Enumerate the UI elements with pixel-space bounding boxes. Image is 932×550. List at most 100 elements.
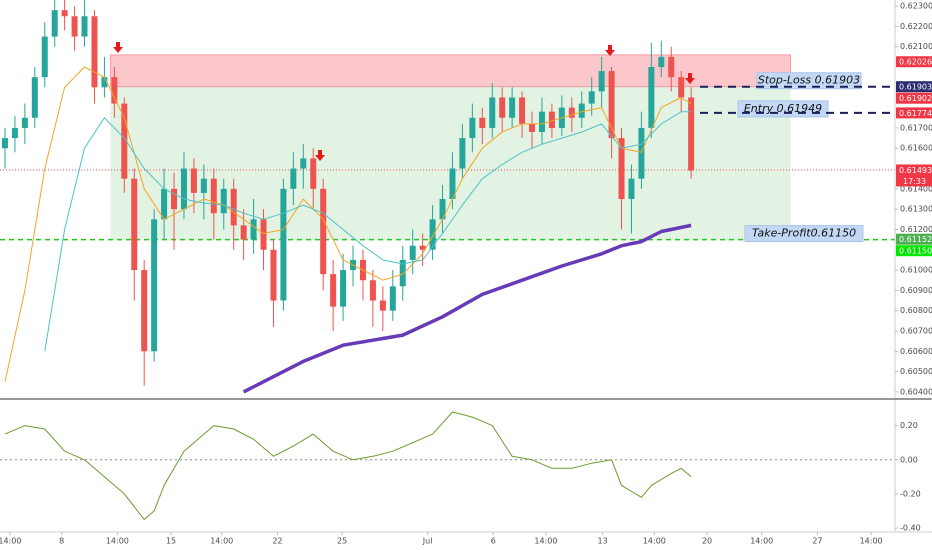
candle-body xyxy=(91,16,98,88)
y-tick-label: 0.61600 xyxy=(900,144,932,153)
countdown: 17:33 xyxy=(903,177,926,186)
candle-body xyxy=(280,188,287,301)
candle-body xyxy=(111,77,118,104)
price-label-box xyxy=(896,92,932,104)
candle-body xyxy=(399,259,406,287)
y-tick-label: 0.61000 xyxy=(900,266,932,275)
candle-body xyxy=(31,77,38,118)
candle-body xyxy=(658,56,665,68)
x-tick-label: 14:00 xyxy=(210,537,233,546)
x-tick-label: 6 xyxy=(491,537,496,546)
price-label: 0.61152 xyxy=(899,235,932,244)
candle-body xyxy=(608,71,615,139)
moving-average xyxy=(242,223,692,394)
y-tick-label: 0.61700 xyxy=(900,123,932,132)
candle-body xyxy=(459,138,466,169)
price-label-box xyxy=(896,81,932,93)
x-tick-label: 14:00 xyxy=(860,537,883,546)
candle-body xyxy=(379,300,386,311)
candle-body xyxy=(1,138,8,149)
candle-body xyxy=(638,127,645,179)
candle-body xyxy=(310,158,317,189)
oscillator-line xyxy=(4,411,692,520)
price-label: 0.61902 xyxy=(899,94,932,103)
candle-body xyxy=(260,219,267,250)
candle-body xyxy=(41,36,48,78)
overlay-labels: Stop-Loss 0.61903 Entry 0.61949 Take-Profi… xyxy=(737,72,864,243)
candle-body xyxy=(200,178,207,193)
candle-body xyxy=(51,10,58,37)
candle-body xyxy=(389,286,396,311)
candle-body xyxy=(230,188,237,226)
x-tick-label: 14:00 xyxy=(534,537,557,546)
price-label-box xyxy=(896,107,932,119)
candle-body xyxy=(330,274,337,307)
candle-body xyxy=(171,188,178,210)
x-tick-label: Jul xyxy=(422,537,433,546)
annotation-box xyxy=(756,72,862,90)
candle-body xyxy=(598,71,605,92)
candle-body xyxy=(141,270,148,352)
candle-body xyxy=(509,97,516,118)
candle-body xyxy=(121,103,128,179)
y-tick-label: 0.61200 xyxy=(900,225,932,234)
candle-body xyxy=(529,123,536,132)
x-tick-label: 25 xyxy=(337,537,347,546)
candle-body xyxy=(180,168,187,210)
price-label: 0.61150 xyxy=(899,247,932,256)
candle-body xyxy=(519,97,526,124)
candle-body xyxy=(449,168,456,199)
candle-body xyxy=(588,91,595,104)
signal-arrows xyxy=(113,42,695,161)
candle-body xyxy=(320,188,327,275)
candle-body xyxy=(340,270,347,307)
moving-average xyxy=(4,66,692,382)
y-tick-label: 0.61400 xyxy=(900,184,932,193)
candle-body xyxy=(628,178,635,199)
y-tick-label: 0.60700 xyxy=(900,326,932,335)
candle-body xyxy=(499,97,506,118)
sell-arrow xyxy=(315,150,325,161)
candle-body xyxy=(210,178,217,214)
candle-body xyxy=(688,97,695,171)
sell-arrow xyxy=(605,45,615,56)
price-label: 0.61774 xyxy=(899,109,932,118)
candle-body xyxy=(538,111,545,132)
candle-body xyxy=(131,178,138,271)
annotation-text: Stop-Loss 0.61903 xyxy=(758,74,860,87)
x-tick-label: 15 xyxy=(166,537,176,546)
price-label-box xyxy=(896,56,932,68)
candle-body xyxy=(220,188,227,214)
x-tick-label: 22 xyxy=(272,537,282,546)
candle-body xyxy=(290,168,297,189)
candle-body xyxy=(151,219,158,352)
oscillator-pane xyxy=(0,411,895,520)
annotation-box xyxy=(744,225,864,243)
y-tick-label: -0.40 xyxy=(900,524,921,533)
y-tick-label: 0.60500 xyxy=(900,367,932,376)
candle-body xyxy=(479,117,486,128)
x-tick-label: 14:00 xyxy=(750,537,773,546)
candle-body xyxy=(618,138,625,199)
candle-body xyxy=(71,16,78,37)
candle-body xyxy=(578,103,585,118)
price-label: 0.61903 xyxy=(899,83,932,92)
annotation-text: Take-Profit0.61150 xyxy=(752,227,856,240)
x-tick-label: 20 xyxy=(702,537,712,546)
y-tick-label: 0.00 xyxy=(900,455,918,464)
sell-arrow xyxy=(113,42,123,53)
y-tick-label: -0.20 xyxy=(900,489,921,498)
y-tick-label: 0.60800 xyxy=(900,306,932,315)
price-label: 0.61493 xyxy=(899,166,932,175)
x-tick-label: 8 xyxy=(59,537,64,546)
countdown-box xyxy=(896,175,932,187)
candle-body xyxy=(668,56,675,78)
candle-body xyxy=(429,219,436,250)
price-label-box xyxy=(896,245,932,257)
stop-zone xyxy=(109,54,792,88)
y-tick-label: 0.20 xyxy=(900,421,918,430)
x-tick-label: 14:00 xyxy=(0,537,21,546)
candle-body xyxy=(240,225,247,240)
